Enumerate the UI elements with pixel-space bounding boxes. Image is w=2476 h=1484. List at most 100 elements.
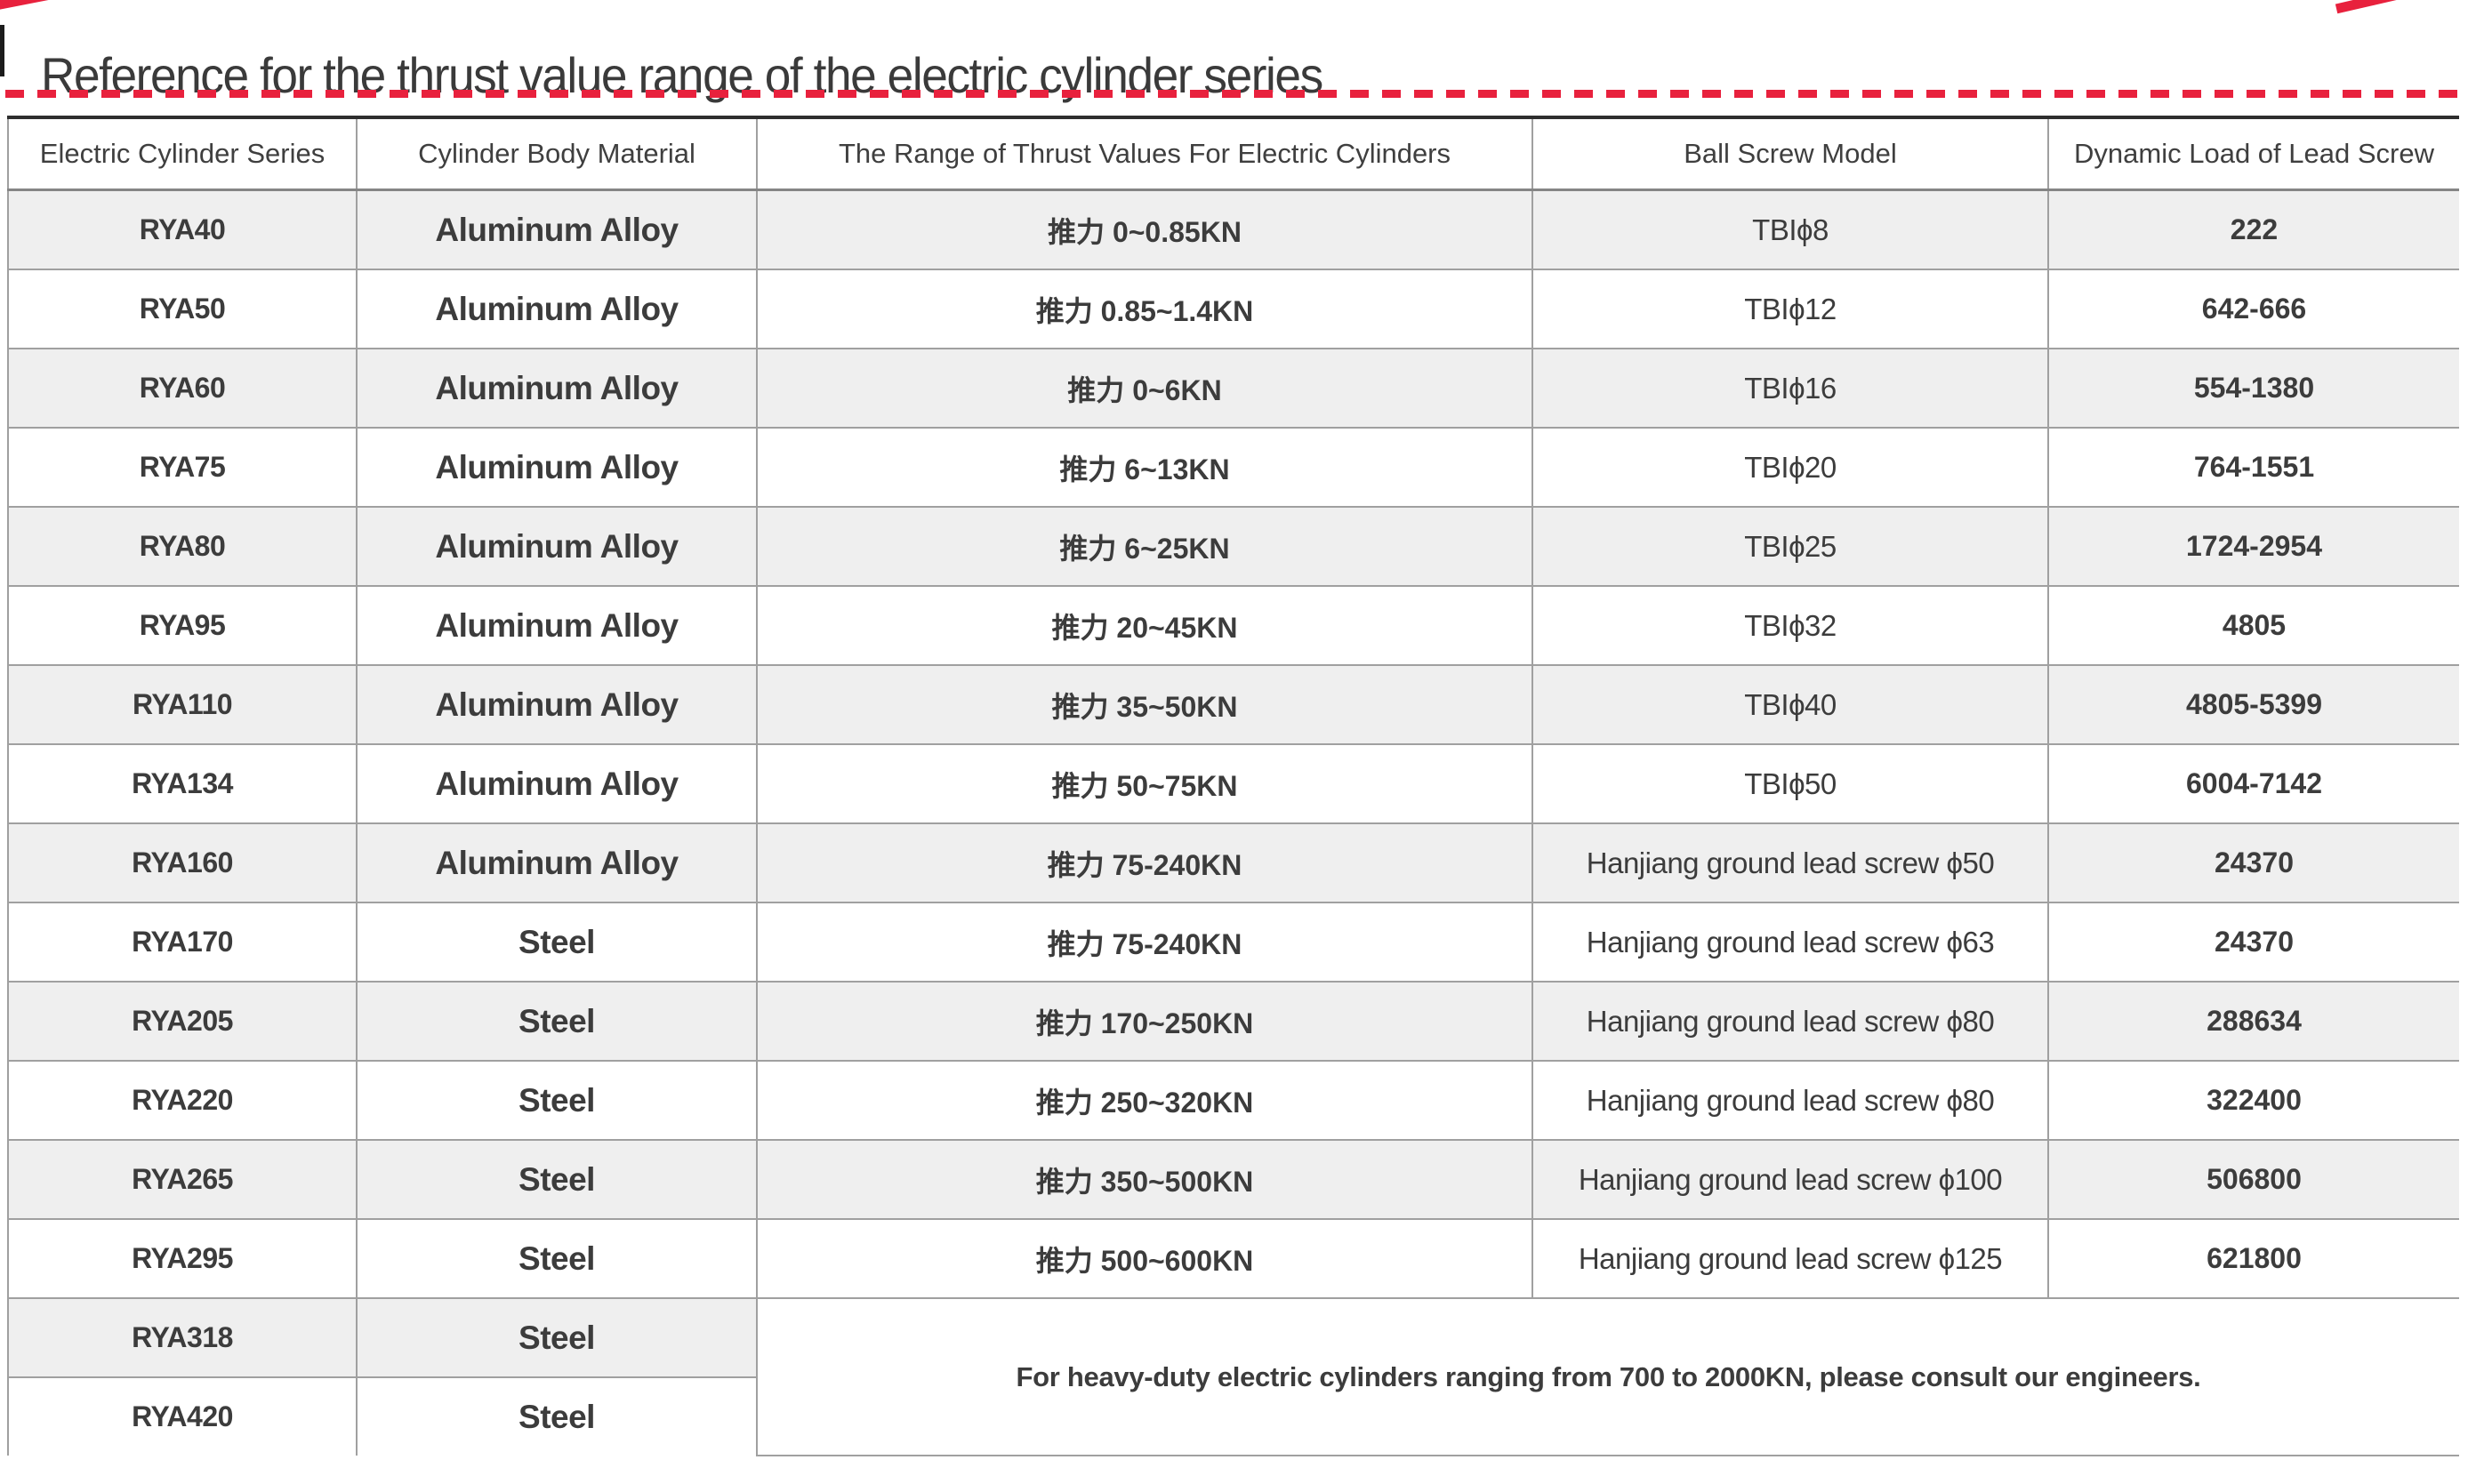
heavy-duty-note-cell: For heavy-duty electric cylinders rangin…	[756, 1297, 2459, 1456]
ball-screw-cell: Hanjiang ground lead screw ϕ80	[1531, 1060, 2049, 1141]
thrust-cell: 推力 6~25KN	[756, 506, 1533, 587]
ball-screw-cell: Hanjiang ground lead screw ϕ63	[1531, 902, 2049, 983]
ball-screw-cell: TBIϕ40	[1531, 664, 2049, 745]
thrust-cell: 推力 75-240KN	[756, 902, 1533, 983]
load-cell: 6004-7142	[2047, 743, 2459, 824]
series-cell: RYA265	[7, 1139, 358, 1220]
series-cell: RYA95	[7, 585, 358, 666]
load-cell: 4805-5399	[2047, 664, 2459, 745]
material-cell: Steel	[356, 1218, 758, 1299]
table-row: RYA75 Aluminum Alloy 推力 6~13KN TBIϕ20 76…	[7, 427, 2459, 508]
load-cell: 554-1380	[2047, 348, 2459, 429]
table-row: RYA420 Steel	[7, 1376, 2459, 1456]
material-cell: Steel	[356, 1139, 758, 1220]
left-edge-mark	[0, 25, 4, 76]
material-cell: Steel	[356, 1297, 758, 1378]
table-row: RYA95 Aluminum Alloy 推力 20~45KN TBIϕ32 4…	[7, 585, 2459, 666]
load-cell: 642-666	[2047, 269, 2459, 349]
load-cell: 506800	[2047, 1139, 2459, 1220]
material-cell: Aluminum Alloy	[356, 585, 758, 666]
thrust-reference-table: Electric Cylinder Series Cylinder Body M…	[7, 116, 2459, 1456]
load-cell: 1724-2954	[2047, 506, 2459, 587]
table-row: RYA40 Aluminum Alloy 推力 0~0.85KN TBIϕ8 2…	[7, 189, 2459, 270]
table-row: RYA110 Aluminum Alloy 推力 35~50KN TBIϕ40 …	[7, 664, 2459, 745]
thrust-cell: 推力 0~0.85KN	[756, 189, 1533, 270]
ball-screw-cell: Hanjiang ground lead screw ϕ100	[1531, 1139, 2049, 1220]
thrust-cell: 推力 0.85~1.4KN	[756, 269, 1533, 349]
material-cell: Steel	[356, 981, 758, 1062]
thrust-cell: 推力 500~600KN	[756, 1218, 1533, 1299]
series-cell: RYA80	[7, 506, 358, 587]
load-cell: 621800	[2047, 1218, 2459, 1299]
material-cell: Steel	[356, 1376, 757, 1456]
material-cell: Steel	[356, 1060, 758, 1141]
table-row: RYA318 Steel For heavy-duty electric cyl…	[7, 1297, 2459, 1456]
header-ball-screw-model: Ball Screw Model	[1531, 116, 2049, 191]
series-cell: RYA295	[7, 1218, 358, 1299]
load-cell: 322400	[2047, 1060, 2459, 1141]
table-row: RYA50 Aluminum Alloy 推力 0.85~1.4KN TBIϕ1…	[7, 269, 2459, 349]
ball-screw-cell: Hanjiang ground lead screw ϕ50	[1531, 822, 2049, 903]
series-cell: RYA170	[7, 902, 358, 983]
series-cell: RYA40	[7, 189, 358, 270]
ball-screw-cell: TBIϕ50	[1531, 743, 2049, 824]
load-cell: 288634	[2047, 981, 2459, 1062]
table-row: RYA170 Steel 推力 75-240KN Hanjiang ground…	[7, 902, 2459, 983]
load-cell: 24370	[2047, 902, 2459, 983]
material-cell: Aluminum Alloy	[356, 664, 758, 745]
ball-screw-cell: TBIϕ12	[1531, 269, 2049, 349]
ball-screw-cell: TBIϕ25	[1531, 506, 2049, 587]
thrust-cell: 推力 35~50KN	[756, 664, 1533, 745]
series-cell: RYA60	[7, 348, 358, 429]
title-underline-dashed	[5, 90, 2464, 98]
ball-screw-cell: TBIϕ20	[1531, 427, 2049, 508]
ball-screw-cell: Hanjiang ground lead screw ϕ80	[1531, 981, 2049, 1062]
material-cell: Aluminum Alloy	[356, 822, 758, 903]
red-corner-decoration-left	[0, 0, 56, 12]
thrust-cell: 推力 350~500KN	[756, 1139, 1533, 1220]
thrust-cell: 推力 50~75KN	[756, 743, 1533, 824]
thrust-cell: 推力 20~45KN	[756, 585, 1533, 666]
thrust-cell: 推力 75-240KN	[756, 822, 1533, 903]
header-cylinder-body-material: Cylinder Body Material	[356, 116, 758, 191]
load-cell: 222	[2047, 189, 2459, 270]
thrust-cell: 推力 0~6KN	[756, 348, 1533, 429]
ball-screw-cell: TBIϕ16	[1531, 348, 2049, 429]
series-cell: RYA220	[7, 1060, 358, 1141]
material-cell: Aluminum Alloy	[356, 269, 758, 349]
material-cell: Aluminum Alloy	[356, 348, 758, 429]
table-row: RYA80 Aluminum Alloy 推力 6~25KN TBIϕ25 17…	[7, 506, 2459, 587]
material-cell: Aluminum Alloy	[356, 506, 758, 587]
series-cell: RYA160	[7, 822, 358, 903]
ball-screw-cell: TBIϕ32	[1531, 585, 2049, 666]
series-cell: RYA110	[7, 664, 358, 745]
material-cell: Aluminum Alloy	[356, 427, 758, 508]
series-cell: RYA134	[7, 743, 358, 824]
table-row: RYA134 Aluminum Alloy 推力 50~75KN TBIϕ50 …	[7, 743, 2459, 824]
table-row: RYA205 Steel 推力 170~250KN Hanjiang groun…	[7, 981, 2459, 1062]
table-row: RYA160 Aluminum Alloy 推力 75-240KN Hanjia…	[7, 822, 2459, 903]
red-corner-decoration-right	[2335, 0, 2411, 14]
header-dynamic-load: Dynamic Load of Lead Screw	[2047, 116, 2459, 191]
thrust-cell: 推力 6~13KN	[756, 427, 1533, 508]
material-cell: Aluminum Alloy	[356, 189, 758, 270]
thrust-cell: 推力 170~250KN	[756, 981, 1533, 1062]
header-electric-cylinder-series: Electric Cylinder Series	[7, 116, 358, 191]
series-cell: RYA420	[7, 1376, 358, 1456]
material-cell: Aluminum Alloy	[356, 743, 758, 824]
load-cell: 4805	[2047, 585, 2459, 666]
thrust-cell: 推力 250~320KN	[756, 1060, 1533, 1141]
series-cell: RYA205	[7, 981, 358, 1062]
series-cell: RYA75	[7, 427, 358, 508]
series-cell: RYA50	[7, 269, 358, 349]
ball-screw-cell: TBIϕ8	[1531, 189, 2049, 270]
table-row: RYA265 Steel 推力 350~500KN Hanjiang groun…	[7, 1139, 2459, 1220]
load-cell: 764-1551	[2047, 427, 2459, 508]
material-cell: Steel	[356, 902, 758, 983]
table-row: RYA60 Aluminum Alloy 推力 0~6KN TBIϕ16 554…	[7, 348, 2459, 429]
load-cell: 24370	[2047, 822, 2459, 903]
table-header-row: Electric Cylinder Series Cylinder Body M…	[7, 116, 2459, 191]
table-row: RYA220 Steel 推力 250~320KN Hanjiang groun…	[7, 1060, 2459, 1141]
ball-screw-cell: Hanjiang ground lead screw ϕ125	[1531, 1218, 2049, 1299]
header-thrust-range: The Range of Thrust Values For Electric …	[756, 116, 1533, 191]
